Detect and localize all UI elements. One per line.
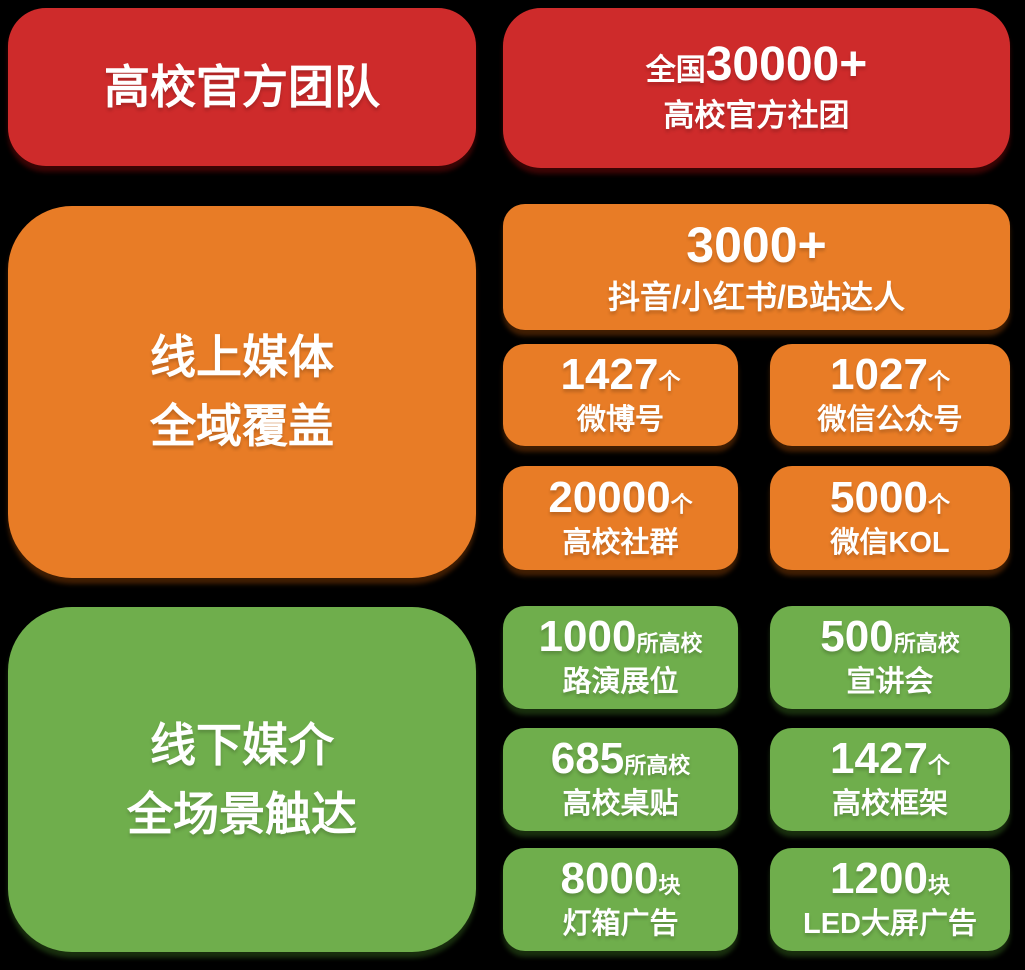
stat-label: 高校社群 bbox=[562, 526, 679, 559]
stat-card-lightbox-ad: 8000块 灯箱广告 bbox=[503, 848, 738, 951]
stat-number: 8000 bbox=[560, 854, 659, 904]
stat-number-line: 685所高校 bbox=[551, 736, 690, 782]
stat-card-campus-frame: 1427个 高校框架 bbox=[770, 728, 1010, 831]
online-title-card: 线上媒体 全域覆盖 bbox=[8, 206, 476, 578]
stat-number: 1200 bbox=[830, 854, 928, 904]
stat-number-line: 1027个 bbox=[830, 349, 950, 399]
stat-card-weibo: 1427个 微博号 bbox=[503, 344, 738, 446]
stat-number-line: 8000块 bbox=[561, 856, 681, 902]
stat-label: LED大屏广告 bbox=[802, 908, 977, 941]
stat-unit: 个 bbox=[658, 368, 681, 394]
stat-number: 5000 bbox=[830, 472, 928, 522]
team-stat-prefix: 全国 bbox=[645, 54, 706, 88]
stat-number: 1427 bbox=[830, 734, 928, 784]
stat-number: 1000 bbox=[538, 612, 637, 662]
stat-label: 宣讲会 bbox=[846, 666, 934, 699]
online-hero-card: 3000+ 抖音/小红书/B站达人 bbox=[503, 204, 1010, 330]
stat-number-line: 1427个 bbox=[830, 736, 950, 782]
stat-unit: 所高校 bbox=[636, 631, 703, 657]
offline-title-card: 线下媒介 全场景触达 bbox=[8, 607, 476, 952]
stat-number-line: 500所高校 bbox=[820, 614, 959, 660]
team-stat-number-line: 全国30000+ bbox=[646, 39, 868, 92]
stat-number: 20000 bbox=[548, 472, 671, 522]
stat-card-roadshow: 1000所高校 路演展位 bbox=[503, 606, 738, 709]
offline-title-line1: 线下媒介 bbox=[150, 718, 334, 771]
stat-unit: 块 bbox=[927, 873, 950, 899]
team-stat-label: 高校官方社团 bbox=[663, 98, 850, 134]
stat-number-line: 20000个 bbox=[548, 472, 693, 522]
stat-number: 685 bbox=[550, 734, 625, 784]
stat-unit: 个 bbox=[927, 368, 950, 394]
stat-card-wechat-kol: 5000个 微信KOL bbox=[770, 466, 1010, 570]
stat-card-presentation: 500所高校 宣讲会 bbox=[770, 606, 1010, 709]
stat-card-campus-groups: 20000个 高校社群 bbox=[503, 466, 738, 570]
stat-card-wechat-official: 1027个 微信公众号 bbox=[770, 344, 1010, 446]
stat-label: 微博号 bbox=[576, 403, 664, 436]
stat-number: 500 bbox=[820, 612, 894, 662]
stat-unit: 所高校 bbox=[624, 753, 691, 779]
stat-number-line: 5000个 bbox=[830, 472, 950, 522]
stat-unit: 块 bbox=[658, 873, 681, 899]
team-stat-number: 30000+ bbox=[705, 38, 868, 92]
stat-number-line: 1200块 bbox=[830, 856, 950, 902]
stat-unit: 个 bbox=[927, 491, 950, 517]
stat-number-line: 1427个 bbox=[560, 349, 681, 399]
stat-label: 高校桌贴 bbox=[562, 788, 679, 821]
stat-label: 微信公众号 bbox=[817, 403, 963, 436]
stat-label: 高校框架 bbox=[831, 788, 948, 821]
stat-unit: 个 bbox=[927, 753, 950, 779]
stat-unit: 所高校 bbox=[893, 631, 960, 657]
online-title-line1: 线上媒体 bbox=[150, 331, 334, 383]
stat-card-desk-sticker: 685所高校 高校桌贴 bbox=[503, 728, 738, 831]
stat-label: 灯箱广告 bbox=[562, 908, 679, 941]
online-hero-number: 3000+ bbox=[686, 217, 827, 274]
stat-card-led-screen-ad: 1200块 LED大屏广告 bbox=[770, 848, 1010, 951]
offline-title-line2: 全场景触达 bbox=[127, 787, 357, 840]
stat-label: 路演展位 bbox=[562, 666, 679, 699]
team-title: 高校官方团队 bbox=[104, 60, 380, 113]
team-title-card: 高校官方团队 bbox=[8, 8, 476, 166]
stat-label: 微信KOL bbox=[830, 526, 950, 559]
online-title-line2: 全域覆盖 bbox=[150, 400, 334, 452]
team-stat-card: 全国30000+ 高校官方社团 bbox=[503, 8, 1010, 168]
stat-number: 1027 bbox=[830, 349, 928, 399]
stat-number: 1427 bbox=[560, 349, 659, 399]
online-hero-label: 抖音/小红书/B站达人 bbox=[608, 278, 905, 315]
stat-unit: 个 bbox=[670, 491, 693, 517]
stat-number-line: 1000所高校 bbox=[539, 614, 703, 660]
